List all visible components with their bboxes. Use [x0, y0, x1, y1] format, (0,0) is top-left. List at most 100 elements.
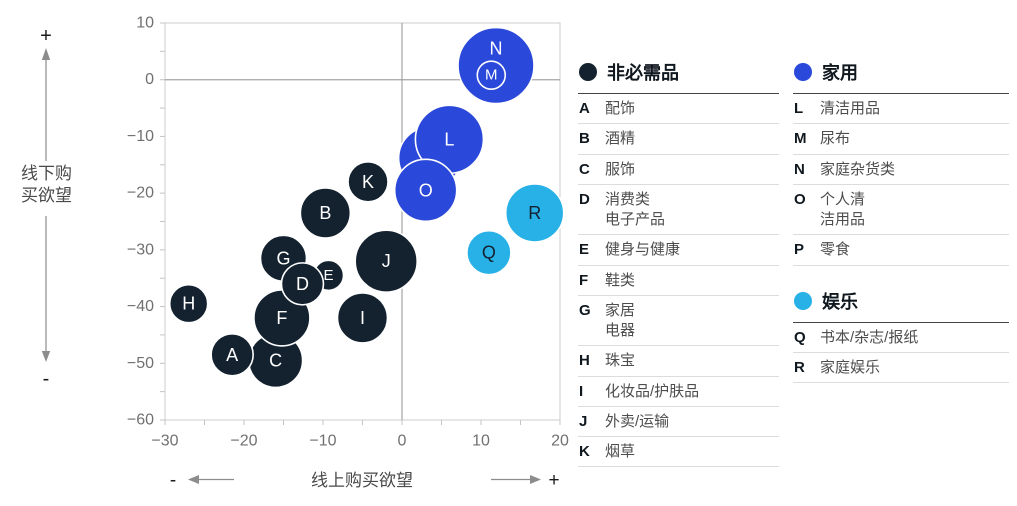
legend-item-key: M	[794, 130, 807, 148]
bubble-label-C: C	[269, 350, 282, 370]
x-tick-label: −30	[151, 433, 178, 450]
bubble-label-J: J	[382, 251, 391, 271]
legend-header-household: 家用	[793, 57, 1009, 94]
y-tick-label: −20	[127, 185, 154, 202]
legend-item-key: F	[579, 271, 589, 289]
legend-section-entertainment: 娱乐 Q 书本/杂志/报纸 R 家庭娱乐	[793, 286, 1009, 383]
arrow-right-icon	[530, 475, 541, 484]
x-tick-label: 10	[472, 433, 490, 450]
bubble-M	[476, 60, 507, 90]
legend-item-label: 外卖/运输	[605, 412, 670, 430]
bubble-label-L: L	[444, 129, 454, 149]
arrow-up-icon	[41, 48, 51, 60]
legend-item-F: F 鞋类	[578, 266, 779, 296]
legend-item-label: 消费类 电子产品	[605, 190, 666, 228]
legend-item-label: 烟草	[605, 443, 636, 460]
bubble-label-F: F	[276, 308, 287, 328]
legend-item-key: P	[794, 241, 805, 259]
legend-item-key: N	[794, 160, 805, 178]
bubble-J	[354, 229, 419, 294]
bubble-I	[336, 292, 389, 344]
y-axis-positive-sign: +	[40, 25, 52, 47]
legend-item-G: G 家居 电器	[578, 296, 779, 347]
legend-item-key: B	[579, 130, 590, 148]
bubble-label-Q: Q	[482, 243, 496, 263]
bubble-label-G: G	[276, 248, 290, 268]
legend-item-label: 清洁用品	[820, 100, 881, 117]
bubble-label-N: N	[490, 39, 503, 59]
legend-section-household: 家用 L 清洁用品 M 尿布 N 家庭杂货类 O 个人清 洁用品 P 零食	[793, 57, 1009, 266]
x-tick-label: 0	[398, 433, 407, 450]
legend-item-M: M 尿布	[793, 124, 1009, 155]
bubble-R	[504, 183, 565, 243]
bubble-B	[299, 187, 352, 239]
y-tick-label: −50	[127, 355, 154, 372]
bubble-O	[393, 158, 458, 223]
legend-item-label: 酒精	[605, 130, 636, 148]
bubble-K	[347, 161, 389, 203]
legend-item-P: P 零食	[793, 235, 1009, 266]
legend-item-J: J 外卖/运输	[578, 407, 779, 437]
legend-item-C: C 服饰	[578, 155, 779, 185]
bubble-label-D: D	[296, 274, 309, 294]
y-tick-label: 0	[145, 71, 154, 88]
bubble-A	[210, 332, 254, 377]
bubble-label-A: A	[226, 345, 238, 365]
legend-item-N: N 家庭杂货类	[793, 155, 1009, 185]
x-axis-positive-sign: +	[548, 470, 559, 491]
legend-item-label: 鞋类	[605, 271, 636, 289]
y-axis-negative-sign: -	[43, 368, 50, 390]
legend-item-label: 配饰	[605, 100, 636, 117]
legend-item-label: 个人清 洁用品	[820, 190, 866, 228]
bubble-label-H: H	[182, 294, 195, 314]
legend-item-key: H	[579, 352, 590, 370]
legend-item-Q: Q 书本/杂志/报纸	[793, 323, 1009, 353]
legend-item-key: L	[794, 100, 804, 117]
legend-item-label: 家居 电器	[605, 301, 636, 339]
legend-item-label: 零食	[820, 241, 851, 259]
entertainment-dot-icon	[794, 291, 812, 310]
legend-item-label: 家庭杂货类	[820, 160, 896, 178]
legend-item-A: A 配饰	[578, 94, 779, 125]
legend-item-E: E 健身与健康	[578, 235, 779, 266]
bubble-label-E: E	[324, 267, 334, 284]
legend-group-title: 家用	[822, 63, 858, 83]
bubble-H	[168, 283, 209, 324]
legend-item-label: 化妆品/护肤品	[605, 382, 700, 400]
legend-item-key: Q	[794, 328, 806, 346]
legend-item-key: D	[579, 190, 590, 208]
bubble-label-M: M	[485, 67, 498, 84]
legend-item-label: 家庭娱乐	[820, 358, 881, 376]
y-tick-label: −60	[127, 412, 154, 429]
legend-item-key: R	[794, 358, 805, 376]
legend-item-label: 健身与健康	[605, 241, 681, 259]
legend-header-nonessential: 非必需品	[578, 57, 779, 94]
legend-item-key: G	[579, 301, 591, 319]
legend-item-O: O 个人清 洁用品	[793, 185, 1009, 236]
legend-item-label: 服饰	[605, 160, 636, 178]
y-tick-label: −10	[127, 128, 154, 145]
bubble-label-B: B	[319, 203, 331, 223]
arrow-left-icon	[188, 475, 199, 484]
x-axis-negative-sign: -	[170, 470, 176, 491]
legend-item-key: A	[579, 100, 590, 117]
y-tick-label: −30	[127, 241, 154, 258]
legend-item-label: 书本/杂志/报纸	[820, 328, 919, 346]
bubble-D	[280, 262, 325, 306]
legend-item-label: 珠宝	[605, 352, 636, 370]
nonessential-dot-icon	[579, 63, 597, 81]
bubble-label-K: K	[362, 172, 374, 192]
household-dot-icon	[794, 63, 812, 81]
bubble-Q	[466, 229, 512, 276]
legend-item-key: J	[579, 412, 588, 430]
y-tick-label: 10	[136, 15, 154, 32]
legend-column-1: 非必需品 A 配饰 B 酒精 C 服饰 D 消费类 电子产品 E 健身与健康 F 鞋类 G 家居 电器 H 珠宝…	[578, 57, 779, 468]
arrow-down-icon	[41, 351, 51, 362]
bubble-label-R: R	[528, 203, 541, 223]
x-axis-title: 线上购买欲望	[311, 471, 413, 490]
legend-header-entertainment: 娱乐	[793, 286, 1009, 323]
bubble-label-O: O	[419, 180, 433, 200]
legend-item-K: K 烟草	[578, 437, 779, 468]
